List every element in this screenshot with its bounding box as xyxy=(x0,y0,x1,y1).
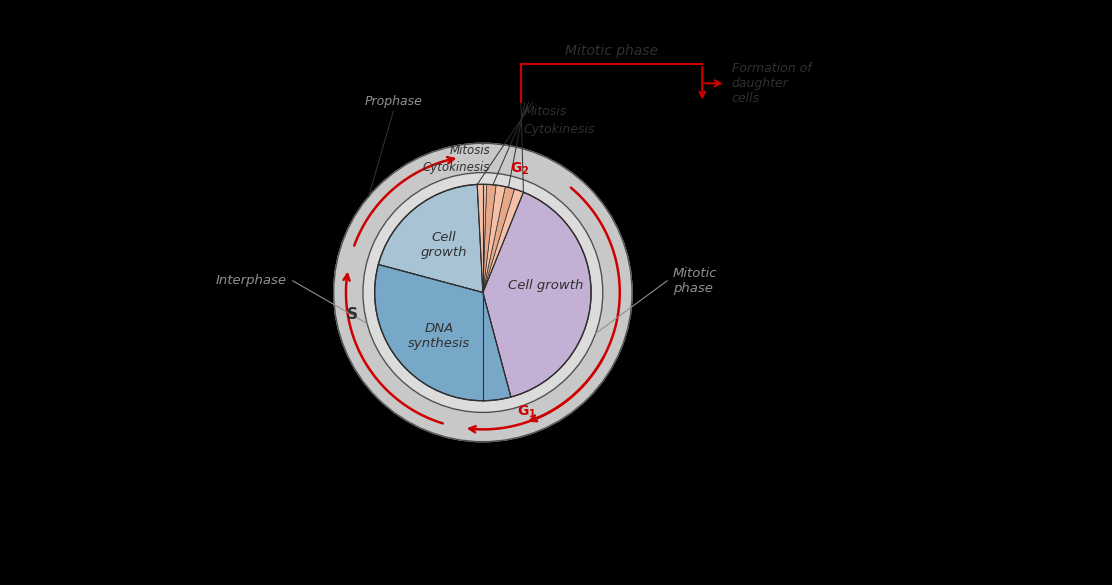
Text: Mitotic
phase: Mitotic phase xyxy=(673,267,717,295)
Text: Prophase: Prophase xyxy=(365,95,423,108)
Text: Cell growth: Cell growth xyxy=(507,280,583,292)
Text: Interphase: Interphase xyxy=(216,274,287,287)
Text: Formation of
daughter
cells: Formation of daughter cells xyxy=(732,62,811,105)
Text: $\mathbf{G_1}$: $\mathbf{G_1}$ xyxy=(517,404,537,420)
Text: $\mathbf{S}$: $\mathbf{S}$ xyxy=(347,306,358,322)
Wedge shape xyxy=(375,264,510,401)
Text: Cytokinesis: Cytokinesis xyxy=(423,161,490,174)
Wedge shape xyxy=(483,189,524,292)
Text: Cell
growth: Cell growth xyxy=(420,230,467,259)
Text: Mitosis: Mitosis xyxy=(449,143,490,157)
Text: $\mathbf{G_2}$: $\mathbf{G_2}$ xyxy=(509,161,529,177)
Wedge shape xyxy=(378,184,483,292)
Wedge shape xyxy=(477,184,487,292)
Circle shape xyxy=(363,173,603,412)
Text: Cytokinesis: Cytokinesis xyxy=(524,123,595,136)
Wedge shape xyxy=(483,192,592,397)
Text: Mitotic phase: Mitotic phase xyxy=(565,44,658,59)
Wedge shape xyxy=(483,187,515,292)
Text: DNA
synthesis: DNA synthesis xyxy=(408,322,470,350)
Wedge shape xyxy=(483,184,496,292)
Text: Mitosis: Mitosis xyxy=(524,105,567,118)
Circle shape xyxy=(334,143,632,442)
Wedge shape xyxy=(483,185,505,292)
